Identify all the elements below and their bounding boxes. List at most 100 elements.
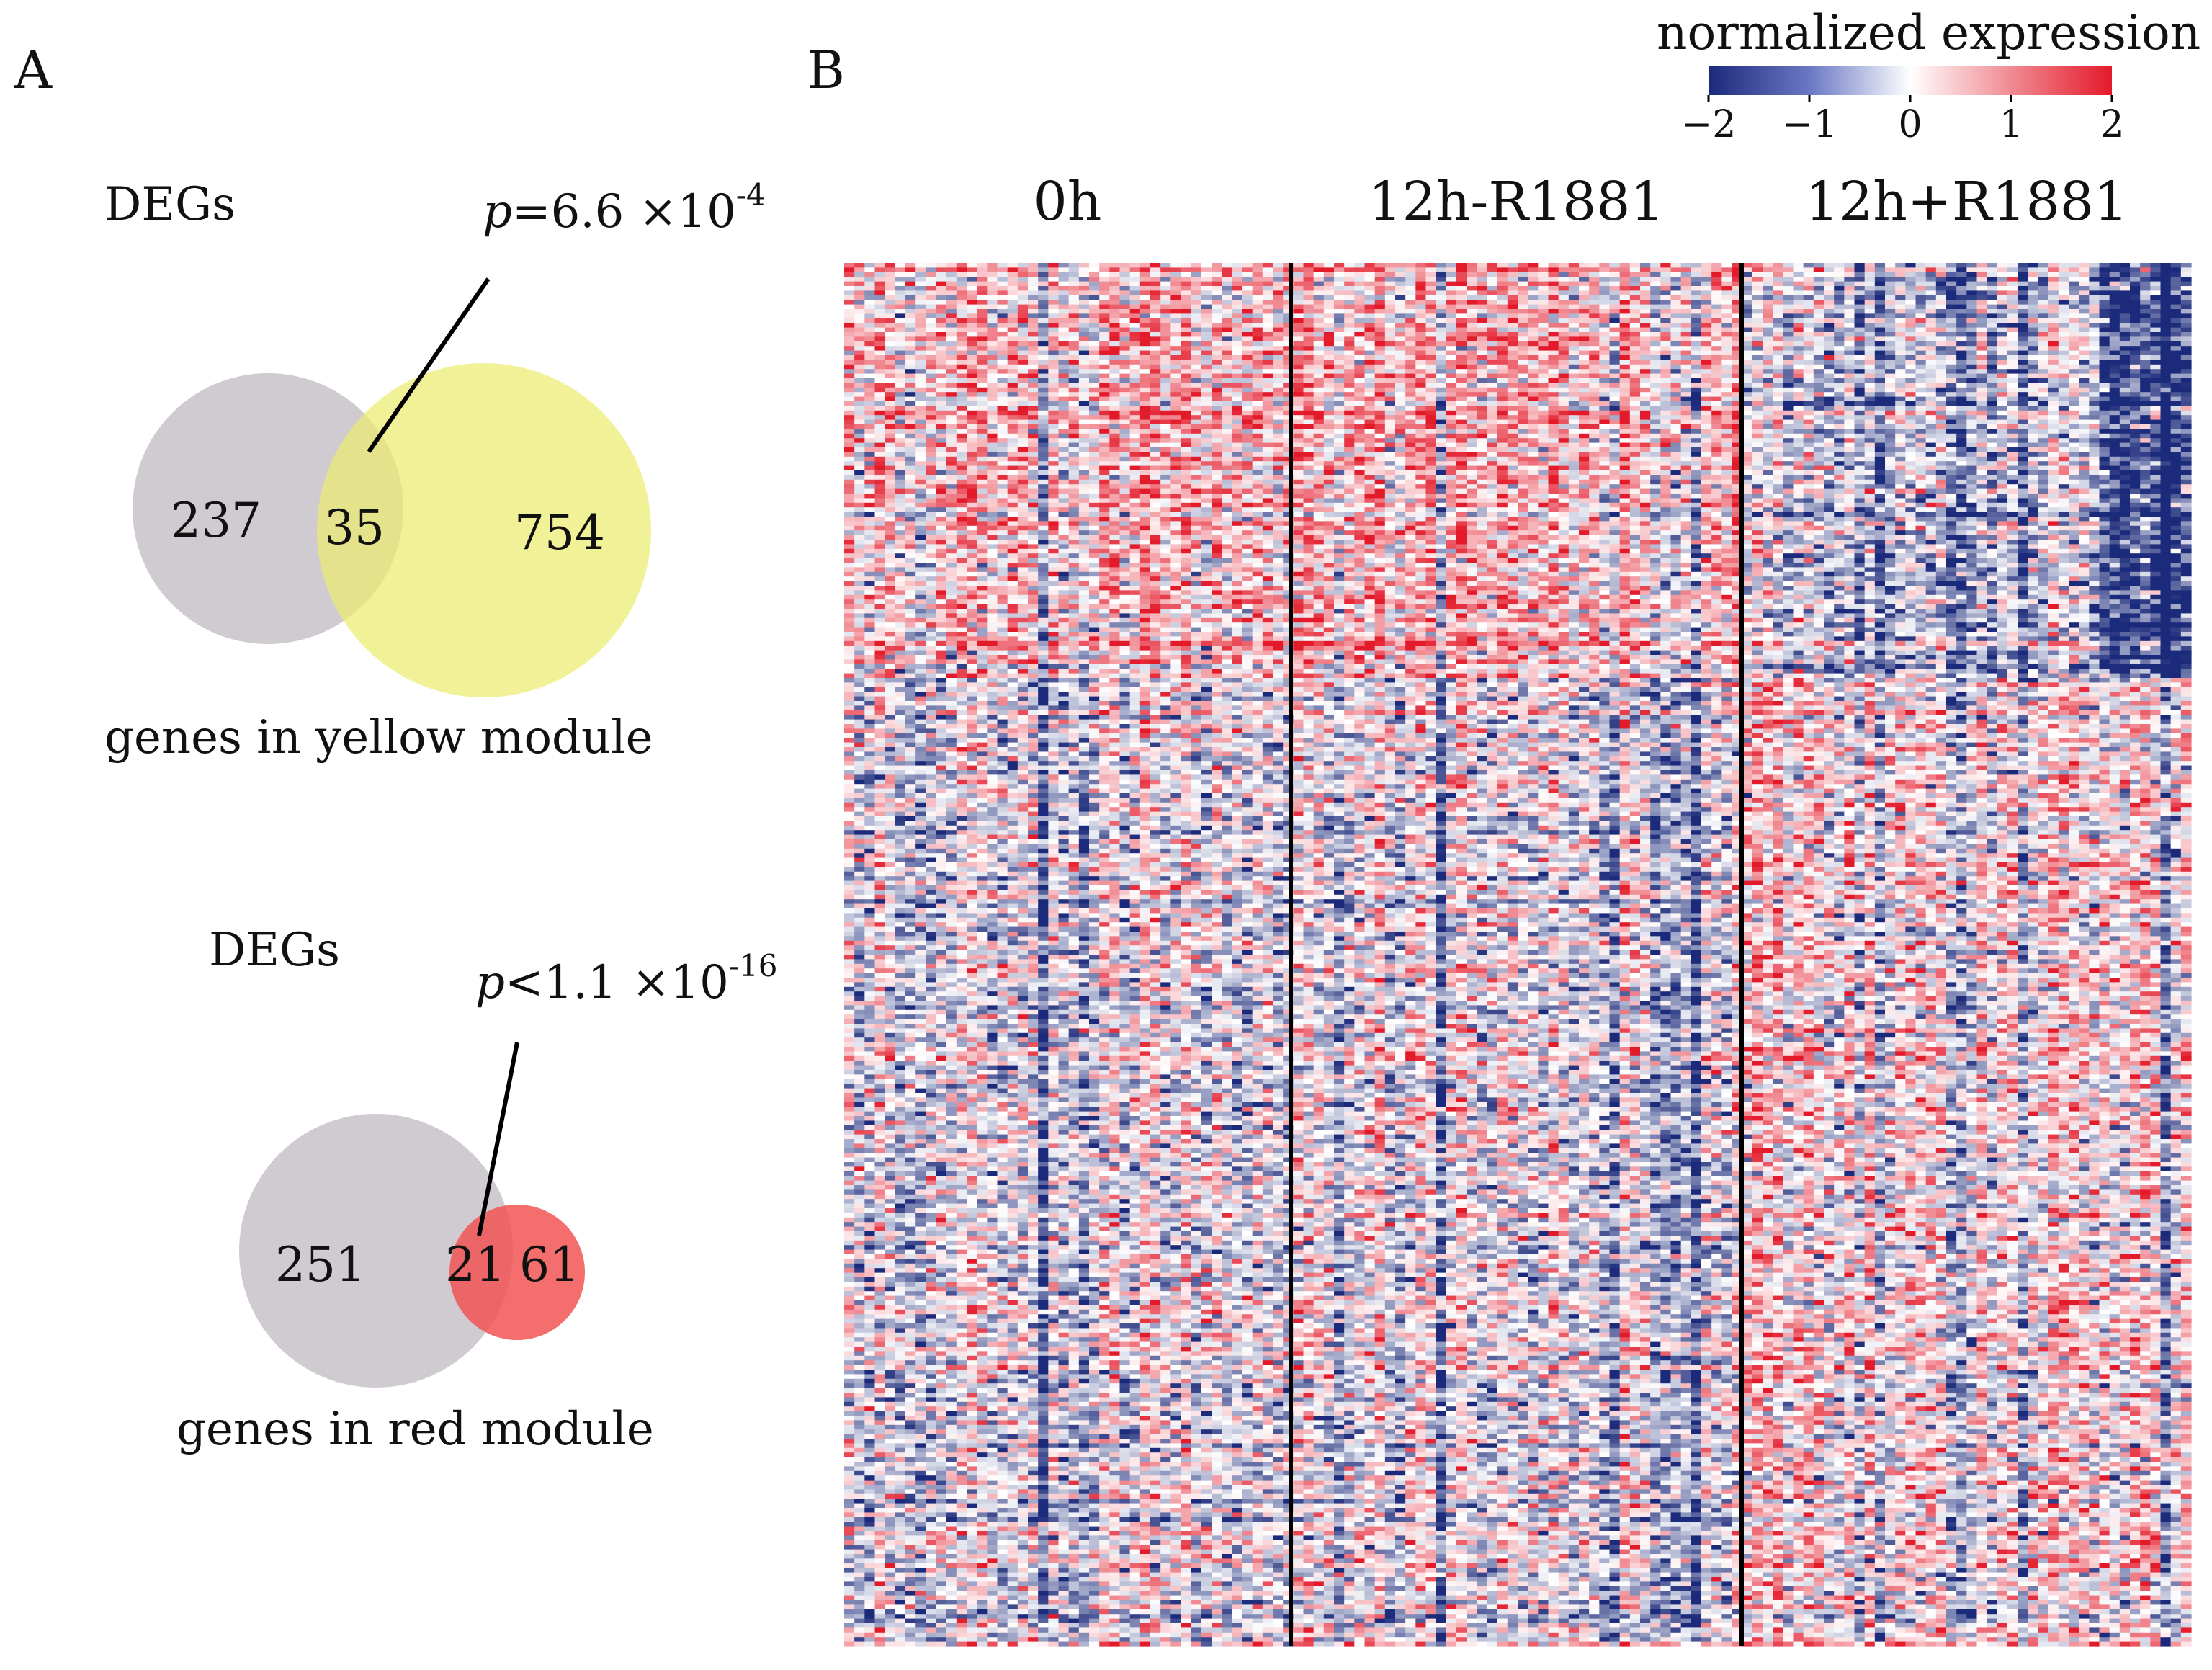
- heatmap-cell: [1844, 267, 1855, 272]
- heatmap-cell: [2089, 272, 2100, 277]
- heatmap-cell: [1660, 263, 1671, 268]
- heatmap-cell: [1242, 290, 1253, 295]
- heatmap-cell: [1599, 272, 1610, 277]
- heatmap-cell: [946, 282, 957, 287]
- heatmap-cell: [1814, 290, 1824, 295]
- heatmap-cell: [1181, 282, 1192, 287]
- heatmap-cell: [1671, 277, 1682, 282]
- heatmap-cell: [1365, 263, 1376, 268]
- heatmap-cell: [1824, 263, 1835, 268]
- heatmap-cell: [1395, 272, 1406, 277]
- heatmap-cell: [1865, 267, 1876, 272]
- heatmap-cell: [885, 263, 896, 268]
- heatmap-cell: [1212, 263, 1222, 268]
- heatmap-cell: [2120, 267, 2131, 272]
- heatmap-cell: [1916, 263, 1927, 268]
- heatmap-cell: [844, 263, 855, 268]
- heatmap-cell: [1293, 277, 1304, 282]
- heatmap-cell: [1926, 267, 1937, 272]
- heatmap-cell: [1804, 286, 1814, 291]
- heatmap-cell: [1212, 272, 1222, 277]
- heatmap-cell: [1497, 263, 1508, 268]
- heatmap-cell: [1814, 277, 1824, 282]
- heatmap-cell: [1263, 290, 1273, 295]
- heatmap-cell: [844, 286, 855, 291]
- panel-b: B normalized expression −2 −1 0 1 2 0h 12h-R1…: [807, 5, 2200, 1647]
- heatmap-cell: [1344, 272, 1355, 277]
- heatmap-cell: [1916, 282, 1927, 287]
- heatmap-cell: [1956, 267, 1967, 272]
- heatmap-cell: [1170, 277, 1181, 282]
- heatmap-cell: [1569, 282, 1580, 287]
- heatmap-cell: [1456, 263, 1467, 268]
- heatmap-cell: [1191, 277, 1202, 282]
- venn-yellow-p-symbol: p: [483, 185, 512, 238]
- heatmap-cell: [1160, 263, 1171, 268]
- heatmap-cell: [1293, 263, 1304, 268]
- heatmap-cell: [1395, 282, 1406, 287]
- heatmap-cell: [2120, 272, 2131, 277]
- heatmap-cell: [1763, 286, 1773, 291]
- heatmap-cell: [1834, 277, 1845, 282]
- heatmap-cell: [1518, 267, 1528, 272]
- heatmap-cell: [1966, 282, 1977, 287]
- heatmap-cell: [1549, 290, 1559, 295]
- heatmap-cell: [936, 277, 947, 282]
- colorbar: normalized expression −2 −1 0 1 2: [1657, 5, 2200, 146]
- heatmap-cell: [2110, 282, 2121, 287]
- heatmap-cell: [1794, 267, 1804, 272]
- heatmap-cell: [1293, 272, 1304, 277]
- heatmap-cell: [1038, 282, 1049, 287]
- heatmap-cell: [1314, 263, 1325, 268]
- heatmap-cell: [2018, 277, 2028, 282]
- heatmap-cell: [1630, 286, 1641, 291]
- heatmap-cell: [854, 267, 865, 272]
- heatmap-cell: [1966, 267, 1977, 272]
- heatmap-cell: [885, 267, 896, 272]
- heatmap-cell: [2048, 277, 2059, 282]
- heatmap-cell: [1885, 267, 1896, 272]
- heatmap-cell: [885, 277, 896, 282]
- heatmap-cell: [1487, 277, 1498, 282]
- heatmap-cell: [1079, 282, 1090, 287]
- heatmap-cell: [1905, 282, 1916, 287]
- figure: A DEGs 237 35 754 p=6.6 ×10-4 genes in y…: [0, 0, 2212, 1670]
- heatmap-cell: [895, 277, 906, 282]
- heatmap-cell: [1028, 286, 1039, 291]
- heatmap-cell: [1375, 290, 1386, 295]
- heatmap-cell: [1304, 263, 1315, 268]
- heatmap-cell: [854, 286, 865, 291]
- heatmap-cell: [1436, 290, 1447, 295]
- heatmap-cell: [936, 290, 947, 295]
- heatmap-cell: [1130, 272, 1141, 277]
- heatmap-cell: [2110, 286, 2121, 291]
- heatmap-cell: [936, 286, 947, 291]
- heatmap-cell: [1263, 272, 1273, 277]
- heatmap-cell: [1354, 272, 1365, 277]
- heatmap-cell: [2171, 282, 2182, 287]
- heatmap-cell: [2130, 272, 2141, 277]
- colorbar-title: normalized expression: [1657, 5, 2200, 61]
- heatmap-cell: [1497, 267, 1508, 272]
- heatmap-cell: [2007, 286, 2018, 291]
- heatmap-cell: [1834, 290, 1845, 295]
- heatmap-cell: [2171, 272, 2182, 277]
- heatmap-cell: [875, 282, 886, 287]
- heatmap-cell: [1191, 282, 1202, 287]
- heatmap-cell: [1375, 277, 1386, 282]
- heatmap-cell: [1069, 267, 1080, 272]
- heatmap-cell: [1334, 286, 1345, 291]
- heatmap-cell: [1987, 290, 1998, 295]
- heatmap-cell: [1569, 263, 1580, 268]
- heatmap-cell: [1865, 263, 1876, 268]
- heatmap-cell: [1834, 272, 1845, 277]
- heatmap-cell: [864, 277, 875, 282]
- heatmap-cell: [1008, 282, 1018, 287]
- heatmap-cell: [1599, 290, 1610, 295]
- heatmap-cell: [1446, 272, 1457, 277]
- heatmap-cell: [1794, 282, 1804, 287]
- heatmap-cell: [1966, 277, 1977, 282]
- heatmap-cell: [1905, 290, 1916, 295]
- heatmap-cell: [1987, 272, 1998, 277]
- heatmap-cell: [1253, 286, 1263, 291]
